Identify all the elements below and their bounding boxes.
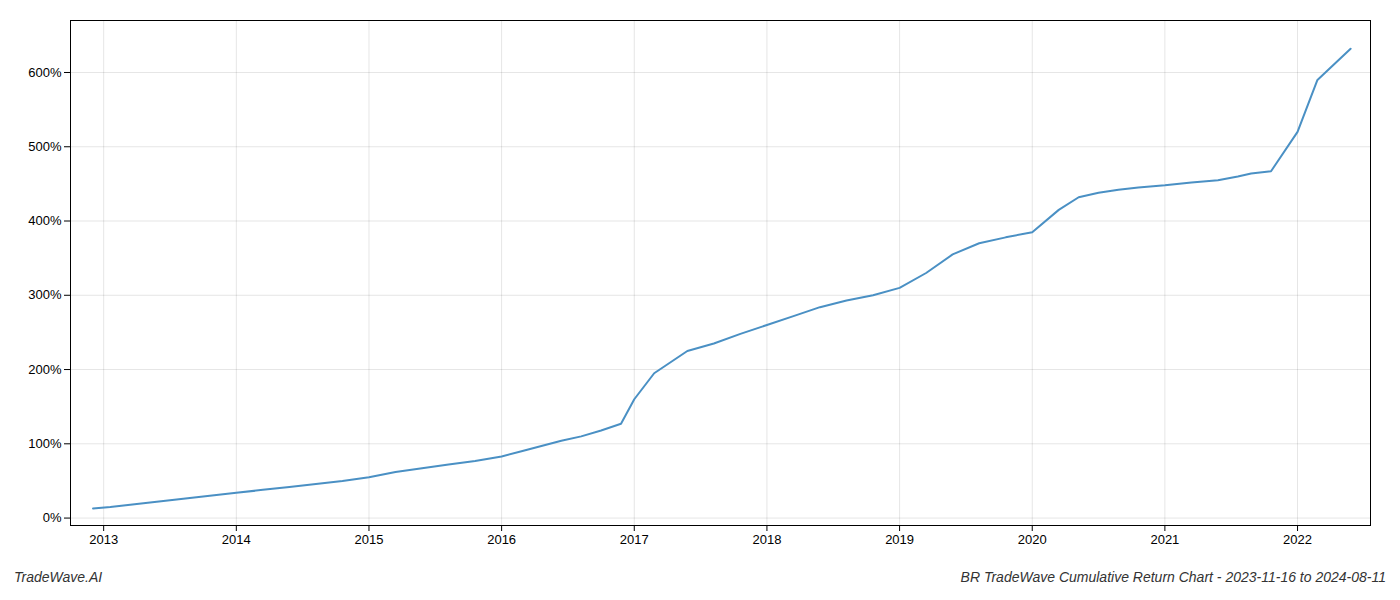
html-text:BR TradeWave Cumulative Return: BR TradeWave Cumulative Return Chart - 2… xyxy=(960,569,1386,585)
svg-text:2019: 2019 xyxy=(885,532,914,547)
html-text:TradeWave.AI: TradeWave.AI xyxy=(14,569,103,585)
svg-text:2016: 2016 xyxy=(487,532,516,547)
svg-text:2013: 2013 xyxy=(89,532,118,547)
svg-text:200%: 200% xyxy=(28,362,62,377)
svg-text:2020: 2020 xyxy=(1018,532,1047,547)
svg-text:2022: 2022 xyxy=(1283,532,1312,547)
svg-text:2021: 2021 xyxy=(1150,532,1179,547)
svg-text:400%: 400% xyxy=(28,213,62,228)
svg-text:100%: 100% xyxy=(28,436,62,451)
svg-text:2017: 2017 xyxy=(620,532,649,547)
svg-text:600%: 600% xyxy=(28,65,62,80)
svg-text:0%: 0% xyxy=(43,510,62,525)
svg-text:500%: 500% xyxy=(28,139,62,154)
svg-text:2018: 2018 xyxy=(752,532,781,547)
svg-text:2015: 2015 xyxy=(355,532,384,547)
svg-text:2014: 2014 xyxy=(222,532,251,547)
svg-text:300%: 300% xyxy=(28,287,62,302)
